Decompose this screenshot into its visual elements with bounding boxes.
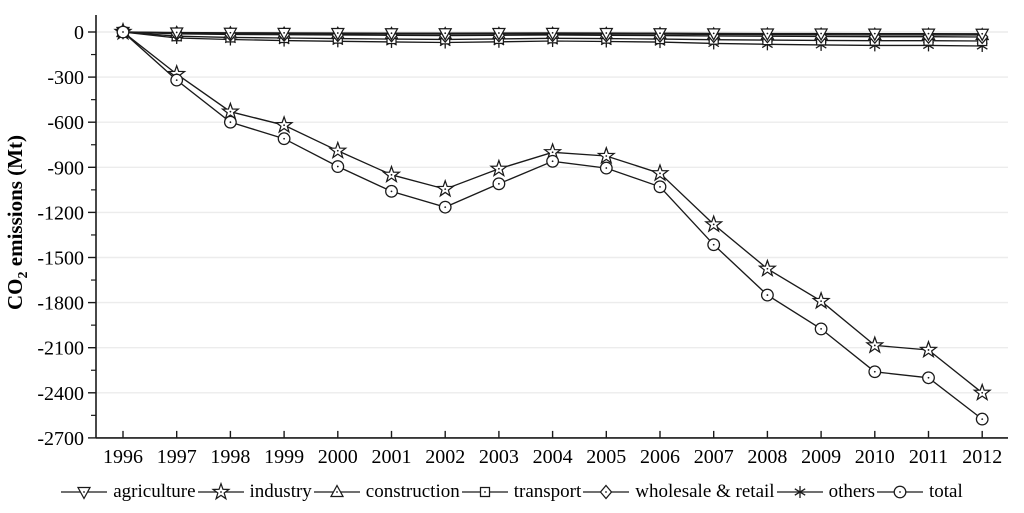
square-icon [461,486,508,498]
legend-label: construction [365,481,460,502]
x-tick-label: 2005 [586,446,626,468]
y-tick-label: -2700 [37,428,84,450]
y-tick-label: -600 [47,112,84,134]
x-tick-label: 2000 [318,446,358,468]
y-tick-label: -1800 [37,293,84,315]
y-tick-label: -300 [47,67,84,89]
triangle-up-icon [313,484,360,498]
legend-item-industry: industry [197,481,313,503]
y-axis-title: CO2 emissions (Mt) [3,135,31,310]
y-tick-label: -1500 [37,248,84,270]
x-tick-label: 1996 [103,446,143,468]
x-tick-label: 2006 [640,446,680,468]
x-tick-label: 1999 [264,446,304,468]
x-tick-label: 2008 [747,446,787,468]
y-tick-label: -2100 [37,338,84,360]
x-tick-label: 2010 [855,446,895,468]
series-industry [113,21,992,402]
x-tick-label: 1998 [210,446,250,468]
x-tick-label: 2007 [694,446,734,468]
legend-item-others: others [776,481,876,503]
y-tick-label: -900 [47,157,84,179]
legend-item-wholesale-retail: wholesale & retail [582,481,775,503]
series-total [116,25,989,426]
diamond-icon [583,484,630,500]
y-tick-label: -1200 [37,202,84,224]
emissions-line-chart: 0 -300 -600 -900 -1200 -1500 -1800 -2100 -2400 -2… [3,15,1008,468]
asterisk-icon [776,486,823,498]
legend-item-construction: construction [313,481,461,503]
legend-label: total [929,481,963,502]
y-axis-ticks: 0 -300 -600 -900 -1200 -1500 -1800 -2100 -2400 -2… [37,22,96,450]
legend-label: industry [249,481,312,502]
legend-label: transport [513,481,582,502]
y-tick-label: -2400 [37,383,84,405]
series-agriculture [115,26,990,42]
x-tick-label: 2002 [425,446,465,468]
legend-item-total: total [876,481,964,503]
legend-label: others [828,481,875,502]
x-tick-label: 2003 [479,446,519,468]
x-tick-label: 2009 [801,446,841,468]
legend-item-agriculture: agriculture [60,481,196,503]
x-tick-label: 2004 [533,446,573,468]
star-icon [197,481,244,501]
x-axis-ticks: 1996 1997 1998 1999 2000 2001 2002 2003 2004 2005… [103,430,1002,468]
chart-legend: agriculture industry construction transport… [0,471,1024,513]
legend-item-transport: transport [461,481,583,503]
circle-dot-icon [877,485,923,499]
x-tick-label: 1997 [157,446,197,468]
x-tick-label: 2011 [909,446,948,468]
legend-label: wholesale & retail [635,481,775,502]
legend-label: agriculture [113,481,196,502]
triangle-down-icon [61,486,108,500]
x-tick-label: 2001 [372,446,412,468]
x-tick-label: 2012 [962,446,1002,468]
y-tick-label: 0 [74,22,84,44]
